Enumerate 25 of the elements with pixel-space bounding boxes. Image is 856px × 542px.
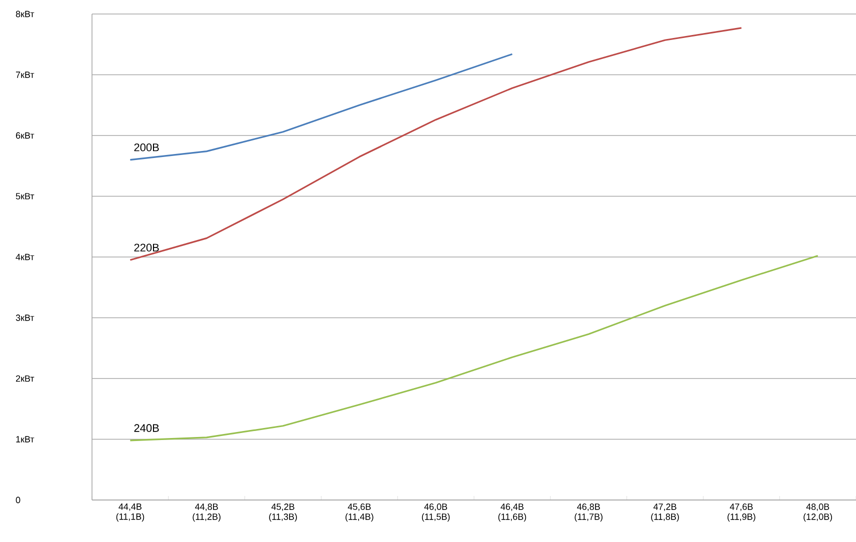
y-tick-label: 1кВт <box>16 436 34 442</box>
x-tick-label: 44,8В (11,2В) <box>192 504 220 522</box>
x-tick-label: 44,4В (11,1В) <box>116 504 144 522</box>
x-tick-label: 45,2В (11,3В) <box>269 504 297 522</box>
x-tick-label: 46,0В (11,5В) <box>422 504 450 522</box>
y-tick-label: 2кВт <box>16 375 34 382</box>
y-tick-label: 7кВт <box>16 72 34 78</box>
x-tick-label: 45,6В (11,4В) <box>346 504 374 522</box>
y-tick-label: 5кВт <box>16 193 34 200</box>
y-tick-label: 4кВт <box>16 254 34 260</box>
x-tick-label: 47,6В (11,9В) <box>728 504 756 522</box>
line-series <box>129 53 514 161</box>
series-label: 220В <box>134 244 159 252</box>
y-tick-label: 3кВт <box>16 314 34 321</box>
y-tick-label: 0 <box>16 496 20 504</box>
series-label: 240В <box>134 424 159 432</box>
line-series <box>129 254 819 442</box>
x-tick-label: 48,0В (12,0В) <box>804 504 832 522</box>
x-tick-label: 47,2В (11,8В) <box>651 504 679 522</box>
line-series <box>129 27 742 261</box>
x-tick-label: 46,8В (11,7В) <box>574 504 602 522</box>
series-label: 200В <box>134 143 159 152</box>
y-tick-label: 8кВт <box>16 10 34 18</box>
x-tick-label: 46,4В (11,6В) <box>498 504 526 522</box>
y-tick-label: 6кВт <box>16 132 34 139</box>
